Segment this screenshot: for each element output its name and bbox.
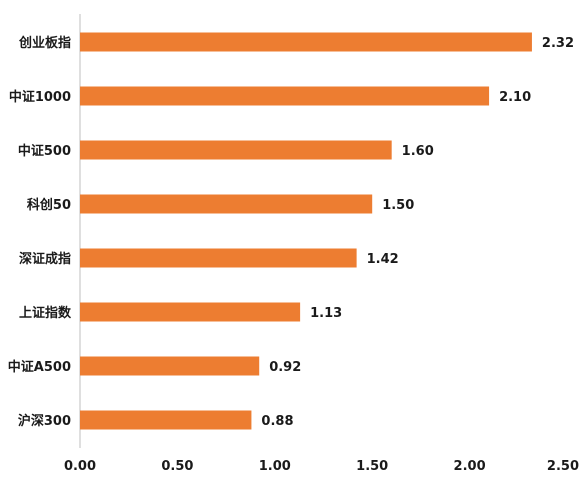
bars-group	[80, 32, 532, 430]
category-label: 中证500	[18, 143, 71, 159]
category-label: 创业板指	[18, 35, 71, 51]
category-label: 上证指数	[19, 305, 72, 321]
value-label: 1.13	[310, 306, 342, 321]
bar	[80, 86, 490, 106]
category-label: 中证1000	[9, 89, 71, 105]
x-tick-label: 0.00	[64, 459, 96, 474]
bar	[80, 410, 252, 430]
x-tick-labels: 0.00 0.50 1.00 1.50 2.00 2.50	[64, 459, 579, 474]
value-label: 2.10	[499, 90, 531, 105]
value-label: 1.60	[402, 144, 434, 159]
x-tick-label: 1.50	[356, 459, 388, 474]
value-label: 1.50	[382, 198, 414, 213]
x-tick-label: 0.50	[161, 459, 193, 474]
category-label: 科创50	[27, 197, 71, 213]
value-labels: 2.32 2.10 1.60 1.50 1.42 1.13 0.92 0.88	[261, 36, 574, 429]
x-tick-label: 1.00	[259, 459, 291, 474]
category-label: 深证成指	[19, 251, 71, 267]
value-label: 0.88	[261, 414, 293, 429]
x-tick-label: 2.50	[547, 459, 579, 474]
bar	[80, 248, 357, 268]
x-tick-label: 2.00	[454, 459, 486, 474]
bar	[80, 194, 373, 214]
category-label: 沪深300	[18, 413, 71, 429]
value-label: 0.92	[269, 360, 301, 375]
value-label: 2.32	[542, 36, 574, 51]
bar	[80, 302, 301, 322]
bar	[80, 140, 392, 160]
bar	[80, 356, 260, 376]
bar	[80, 32, 532, 52]
category-label: 中证A500	[8, 359, 71, 375]
value-label: 1.42	[367, 252, 399, 267]
